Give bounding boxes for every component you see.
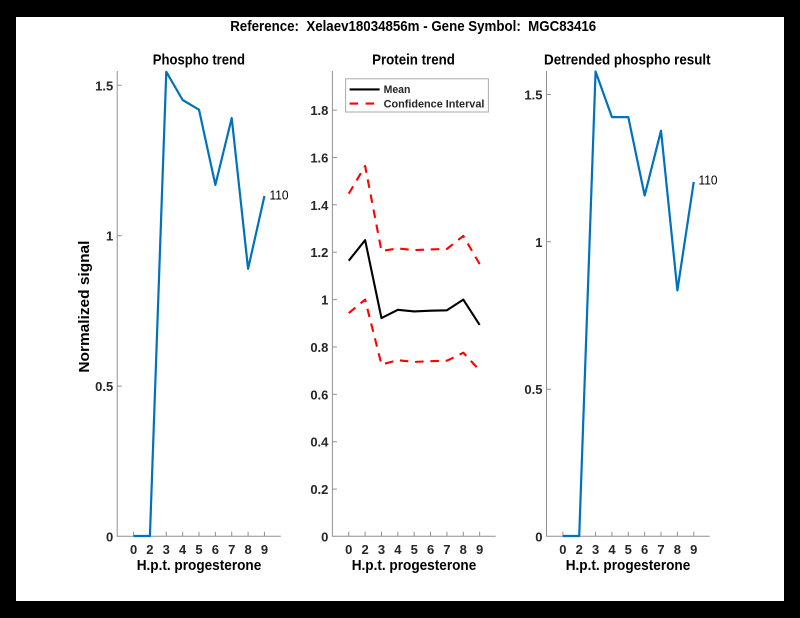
svg-text:0: 0 [321,529,328,544]
svg-text:5: 5 [411,542,418,557]
svg-text:9: 9 [476,542,483,557]
svg-text:0: 0 [345,542,352,557]
svg-text:4: 4 [394,542,402,557]
svg-text:0: 0 [106,529,113,544]
svg-text:0: 0 [559,542,566,557]
svg-text:Protein trend: Protein trend [372,53,455,69]
svg-text:9: 9 [261,542,268,557]
svg-text:Reference: Xelaev18034856m -: Reference: Xelaev18034856m - Gene Symbol… [230,19,596,35]
svg-text:8: 8 [244,542,251,557]
svg-text:0.2: 0.2 [310,482,328,497]
svg-text:0: 0 [535,529,542,544]
svg-text:7: 7 [228,542,235,557]
svg-text:7: 7 [657,542,664,557]
svg-text:Mean: Mean [384,84,411,96]
svg-text:5: 5 [625,542,632,557]
svg-text:1.2: 1.2 [310,245,328,260]
svg-text:1.5: 1.5 [95,78,113,93]
svg-text:Phospho trend: Phospho trend [153,53,245,69]
svg-text:H.p.t. progesterone: H.p.t. progesterone [352,558,477,574]
svg-text:7: 7 [443,542,450,557]
svg-text:0.8: 0.8 [310,340,328,355]
svg-text:6: 6 [212,542,219,557]
svg-text:3: 3 [378,542,385,557]
svg-text:Detrended phospho result: Detrended phospho result [544,53,711,69]
svg-text:H.p.t. progesterone: H.p.t. progesterone [137,558,262,574]
svg-text:8: 8 [674,542,681,557]
svg-text:Confidence Interval: Confidence Interval [384,98,485,110]
svg-text:3: 3 [163,542,170,557]
svg-text:0: 0 [130,542,137,557]
svg-text:2: 2 [362,542,369,557]
svg-text:4: 4 [608,542,616,557]
svg-text:Normalized signal: Normalized signal [77,241,93,373]
svg-text:5: 5 [195,542,202,557]
svg-text:8: 8 [460,542,467,557]
svg-text:1.6: 1.6 [310,151,328,166]
svg-text:0.5: 0.5 [524,382,542,397]
svg-text:1.8: 1.8 [310,103,328,118]
svg-text:0.5: 0.5 [95,379,113,394]
svg-text:H.p.t. progesterone: H.p.t. progesterone [566,558,691,574]
svg-text:4: 4 [179,542,187,557]
svg-text:1: 1 [321,293,328,308]
svg-text:0.6: 0.6 [310,387,328,402]
svg-text:110: 110 [699,172,718,187]
svg-text:3: 3 [592,542,599,557]
svg-text:9: 9 [690,542,697,557]
svg-text:1: 1 [535,235,542,250]
svg-text:0.4: 0.4 [310,435,329,450]
svg-text:2: 2 [576,542,583,557]
svg-text:1.4: 1.4 [310,198,329,213]
svg-text:6: 6 [427,542,434,557]
svg-text:2: 2 [146,542,153,557]
svg-text:110: 110 [270,188,289,203]
svg-text:6: 6 [641,542,648,557]
svg-text:1: 1 [106,229,113,244]
svg-text:1.5: 1.5 [524,88,542,103]
